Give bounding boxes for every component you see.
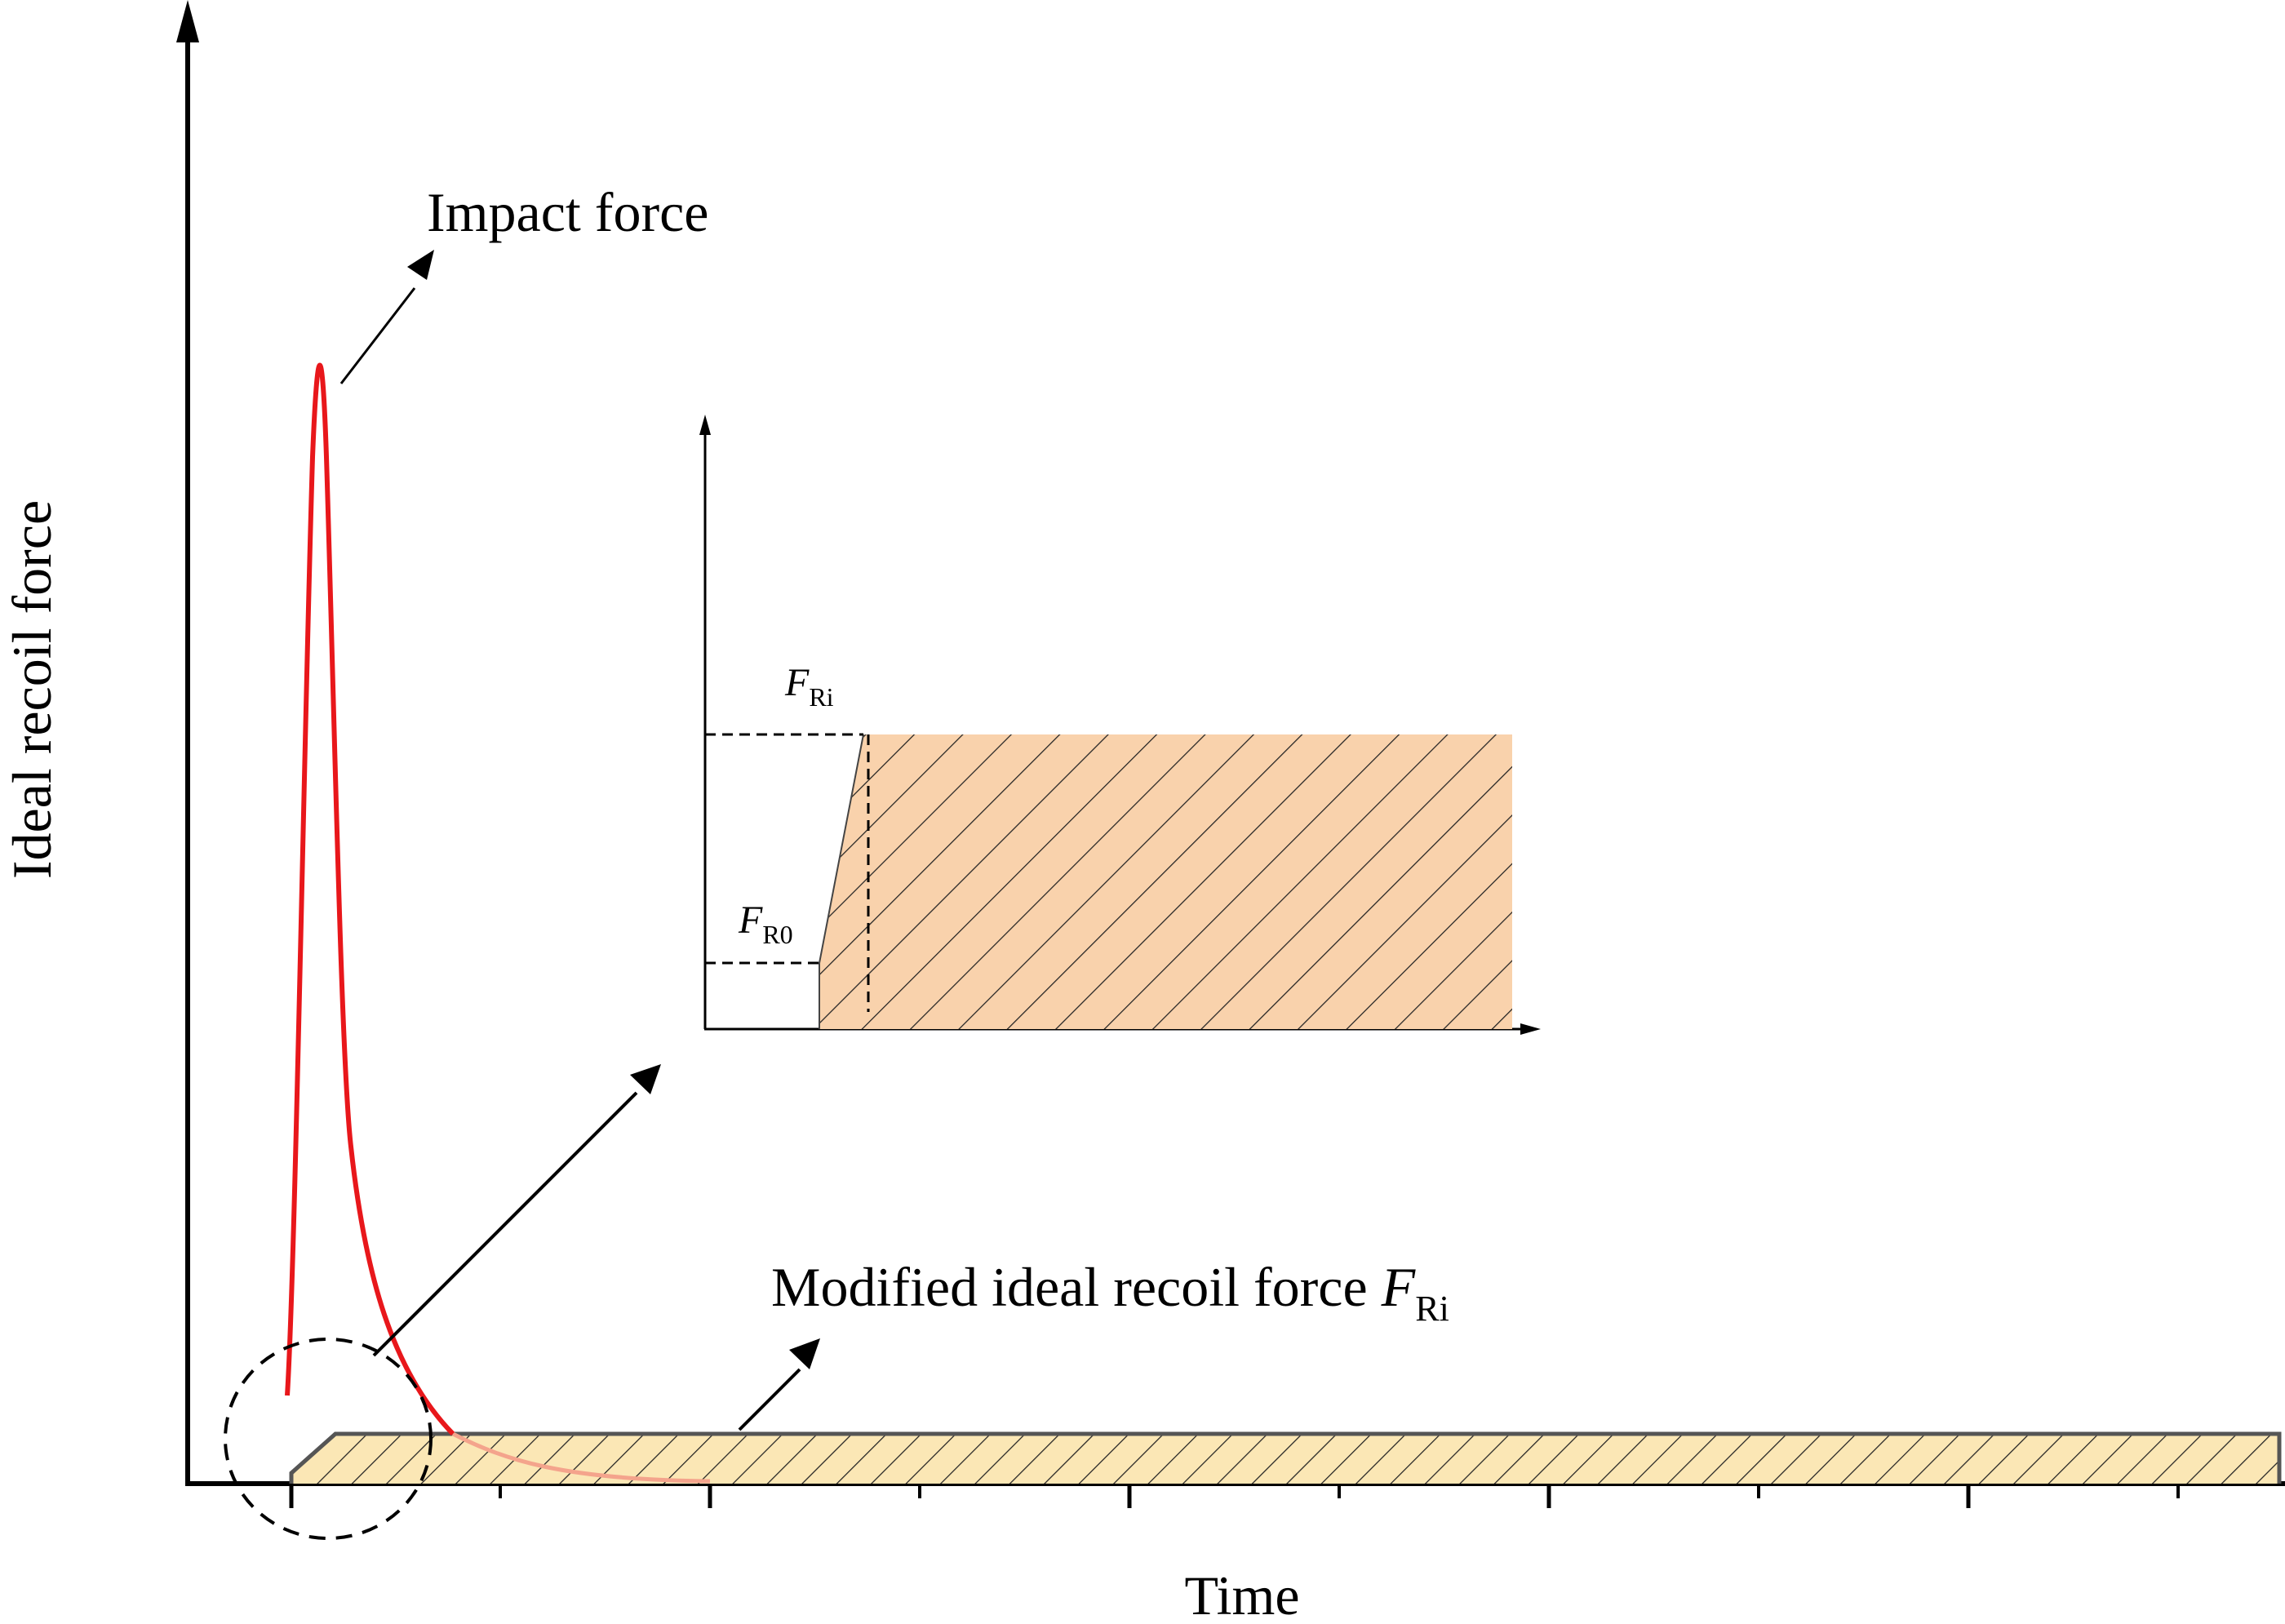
y-axis-arrowhead <box>176 0 199 42</box>
inset-fr0-subscript: R0 <box>762 920 792 949</box>
inset-fr0-label: FR0 <box>738 899 793 949</box>
band-outline <box>289 1431 2282 1484</box>
modified-force-symbol: F <box>1381 1256 1417 1318</box>
y-axis-label: Ideal recoil force <box>1 500 63 879</box>
x-axis-ticks <box>289 1484 2180 1508</box>
modified-recoil-band <box>289 1431 2282 1484</box>
arrow-icon-head <box>630 1064 661 1094</box>
impact-force-curve <box>285 362 711 1484</box>
impact-curve-tail <box>451 1431 711 1484</box>
modified-force-label: Modified ideal recoil force FRi <box>771 1256 1449 1329</box>
modified-force-label-prefix: Modified ideal recoil force <box>771 1256 1382 1318</box>
annotation-arrows <box>339 250 820 1431</box>
inset-fr0-symbol: F <box>738 899 763 942</box>
x-axis-label: Time <box>1184 1564 1299 1624</box>
arrow-icon <box>339 287 416 384</box>
inset-fri-symbol: F <box>784 661 810 704</box>
arrow-icon <box>372 1091 638 1357</box>
band-hatch <box>291 1434 2279 1484</box>
inset-ramp-edge <box>819 734 864 1029</box>
impact-curve-main <box>285 362 455 1436</box>
dashed-circle-icon <box>224 1338 433 1540</box>
arrow-icon <box>738 1368 801 1431</box>
inset-diagram: FRi FR0 <box>699 415 1541 1035</box>
inset-y-arrowhead <box>699 415 711 435</box>
impact-force-label: Impact force <box>427 181 708 243</box>
arrow-icon-head <box>789 1338 820 1369</box>
modified-force-subscript: Ri <box>1415 1289 1449 1329</box>
inset-x-arrowhead <box>1520 1023 1541 1035</box>
arrow-icon-head <box>407 250 434 280</box>
inset-fri-label: FRi <box>784 661 834 712</box>
inset-hatch <box>819 734 1512 1029</box>
inset-fri-subscript: Ri <box>809 682 833 712</box>
